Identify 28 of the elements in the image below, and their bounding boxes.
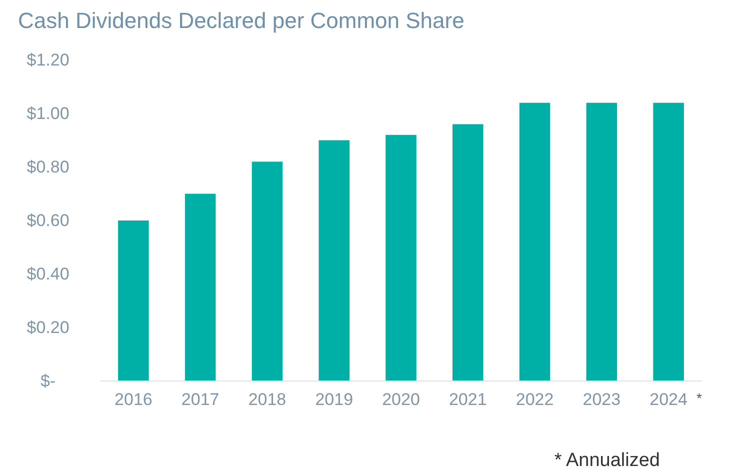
y-tick-label: $1.00 xyxy=(26,104,70,123)
bar xyxy=(519,102,550,381)
y-tick-label: $0.80 xyxy=(26,157,70,176)
x-tick-label: 2018 xyxy=(248,390,286,410)
bar xyxy=(386,134,416,381)
bar xyxy=(318,140,350,381)
y-tick-label: $- xyxy=(40,371,56,390)
bar xyxy=(452,124,484,381)
y-tick-label: $1.20 xyxy=(26,50,70,70)
bar xyxy=(118,220,149,381)
bar xyxy=(653,102,684,381)
x-tick-label: 2016 xyxy=(114,390,152,410)
x-tick-label: 2024 xyxy=(650,390,688,410)
x-tick-label: 2022 xyxy=(516,390,554,410)
text: * xyxy=(696,390,703,406)
text: * Annualized xyxy=(554,450,660,471)
x-tick-label: 2023 xyxy=(582,390,621,410)
y-tick-label: $0.20 xyxy=(26,318,70,337)
bar xyxy=(252,162,283,381)
x-tick-label: 2020 xyxy=(382,390,420,410)
bar xyxy=(184,194,216,381)
y-tick-label: $0.40 xyxy=(26,264,70,284)
x-tick-label: 2019 xyxy=(315,390,354,410)
bar xyxy=(586,102,618,381)
x-tick-label: 2017 xyxy=(181,390,220,410)
y-tick-label: $0.60 xyxy=(26,210,70,230)
x-tick-label: 2021 xyxy=(448,390,487,410)
chart-title: Cash Dividends Declared per Common Share xyxy=(18,8,464,33)
